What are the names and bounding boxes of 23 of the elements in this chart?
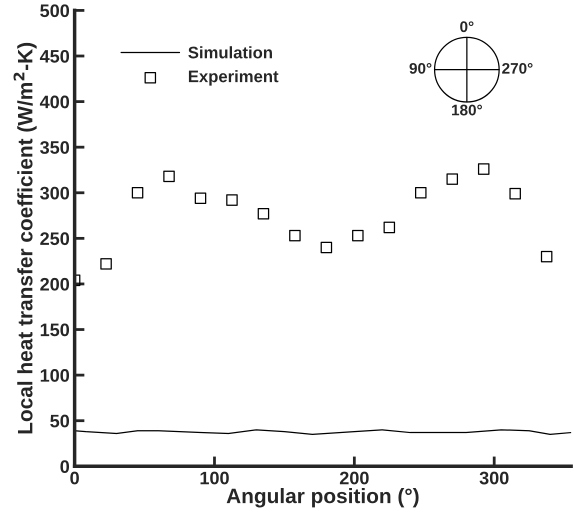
annotation: 0° xyxy=(460,21,474,32)
x-axis-title: Angular position (°) xyxy=(226,488,419,508)
y-tick-label: 0 xyxy=(60,460,70,474)
y-tick-label: 500 xyxy=(40,4,70,18)
y-tick-label: 50 xyxy=(50,414,70,428)
annotation: 180° xyxy=(452,104,482,116)
x-tick-label: 200 xyxy=(340,472,369,484)
x-tick-label: 300 xyxy=(480,472,509,484)
y-tick-label: 350 xyxy=(40,141,70,154)
legend-label: Simulation xyxy=(188,46,272,58)
x-tick-label: 100 xyxy=(200,472,229,484)
y-tick-label: 150 xyxy=(40,323,70,336)
y-tick-label: 400 xyxy=(40,96,70,108)
x-tick-label: 0 xyxy=(70,472,79,484)
legend-label: Experiment xyxy=(188,70,278,86)
y-tick-label: 200 xyxy=(40,278,70,291)
y-axis-title: Local heat transfer coefficient (W/m$^{2}$-K) xyxy=(14,42,37,434)
y-tick-label: 250 xyxy=(40,232,70,246)
annotation: 90° xyxy=(410,62,432,74)
y-tick-label: 100 xyxy=(40,369,70,382)
annotation: 270° xyxy=(502,62,533,74)
y-tick-label: 450 xyxy=(40,50,70,63)
y-tick-label: 300 xyxy=(40,186,70,200)
